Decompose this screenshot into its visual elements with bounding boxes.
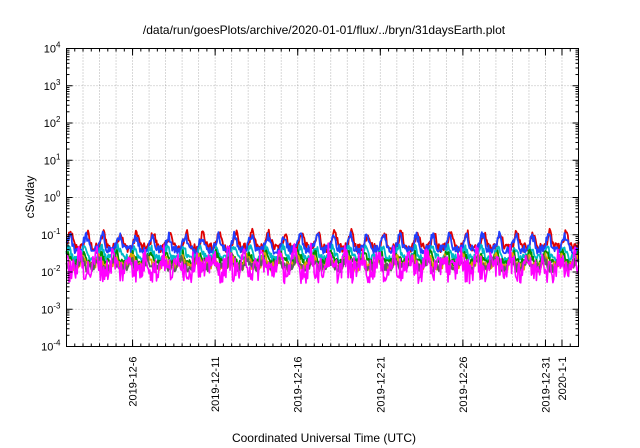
y-tick-label: 104 <box>44 41 61 56</box>
y-tick-label: 100 <box>44 190 61 205</box>
y-tick-label: 102 <box>44 115 61 130</box>
y-tick-base: 10 <box>44 193 56 205</box>
y-tick-label: 10-3 <box>41 301 61 316</box>
series-line <box>65 230 580 255</box>
y-tick-exponent: 0 <box>56 190 61 199</box>
x-tick-label: 2019-12-6 <box>128 357 140 407</box>
y-tick-exponent: -2 <box>53 264 61 273</box>
chart-title: /data/run/goesPlots/archive/2020-01-01/f… <box>143 23 506 37</box>
x-tick-label: 2019-12-11 <box>210 357 222 412</box>
y-tick-base: 10 <box>41 267 53 279</box>
y-tick-label: 10-1 <box>41 227 61 242</box>
y-tick-exponent: 4 <box>56 41 61 50</box>
x-tick-label: 2019-12-21 <box>375 357 387 413</box>
y-tick-exponent: -1 <box>53 227 61 236</box>
series-layer <box>65 227 580 285</box>
y-tick-base: 10 <box>44 81 56 93</box>
axis-ticks <box>66 48 579 347</box>
y-tick-base: 10 <box>44 118 56 130</box>
x-axis-label: Coordinated Universal Time (UTC) <box>232 431 416 445</box>
y-tick-exponent: -3 <box>53 301 61 310</box>
y-tick-exponent: 3 <box>56 78 61 87</box>
x-tick-label: 2019-12-31 <box>540 357 552 413</box>
x-tick-labels: 2019-12-6 2019-12-11 2019-12-16 2019-12-21 2… <box>128 357 569 413</box>
series-line <box>66 242 580 285</box>
x-tick-label: 2019-12-16 <box>293 357 305 413</box>
y-tick-label: 10-2 <box>41 264 61 279</box>
x-tick-label: 2019-12-26 <box>458 357 470 413</box>
series-line <box>65 254 580 273</box>
grid <box>66 48 579 347</box>
x-tick-label: 2020-1-1 <box>557 357 569 401</box>
y-tick-label: 103 <box>44 78 61 93</box>
y-tick-base: 10 <box>41 342 53 354</box>
y-axis-label: cSv/day <box>23 176 37 219</box>
y-tick-label: 101 <box>44 152 61 167</box>
y-tick-exponent: 1 <box>56 152 61 161</box>
y-tick-exponent: -4 <box>53 339 61 348</box>
y-tick-base: 10 <box>44 155 56 167</box>
y-tick-base: 10 <box>41 230 53 242</box>
y-tick-label: 10-4 <box>41 339 61 354</box>
y-tick-base: 10 <box>44 44 56 56</box>
y-tick-exponent: 2 <box>56 115 61 124</box>
y-tick-base: 10 <box>41 304 53 316</box>
